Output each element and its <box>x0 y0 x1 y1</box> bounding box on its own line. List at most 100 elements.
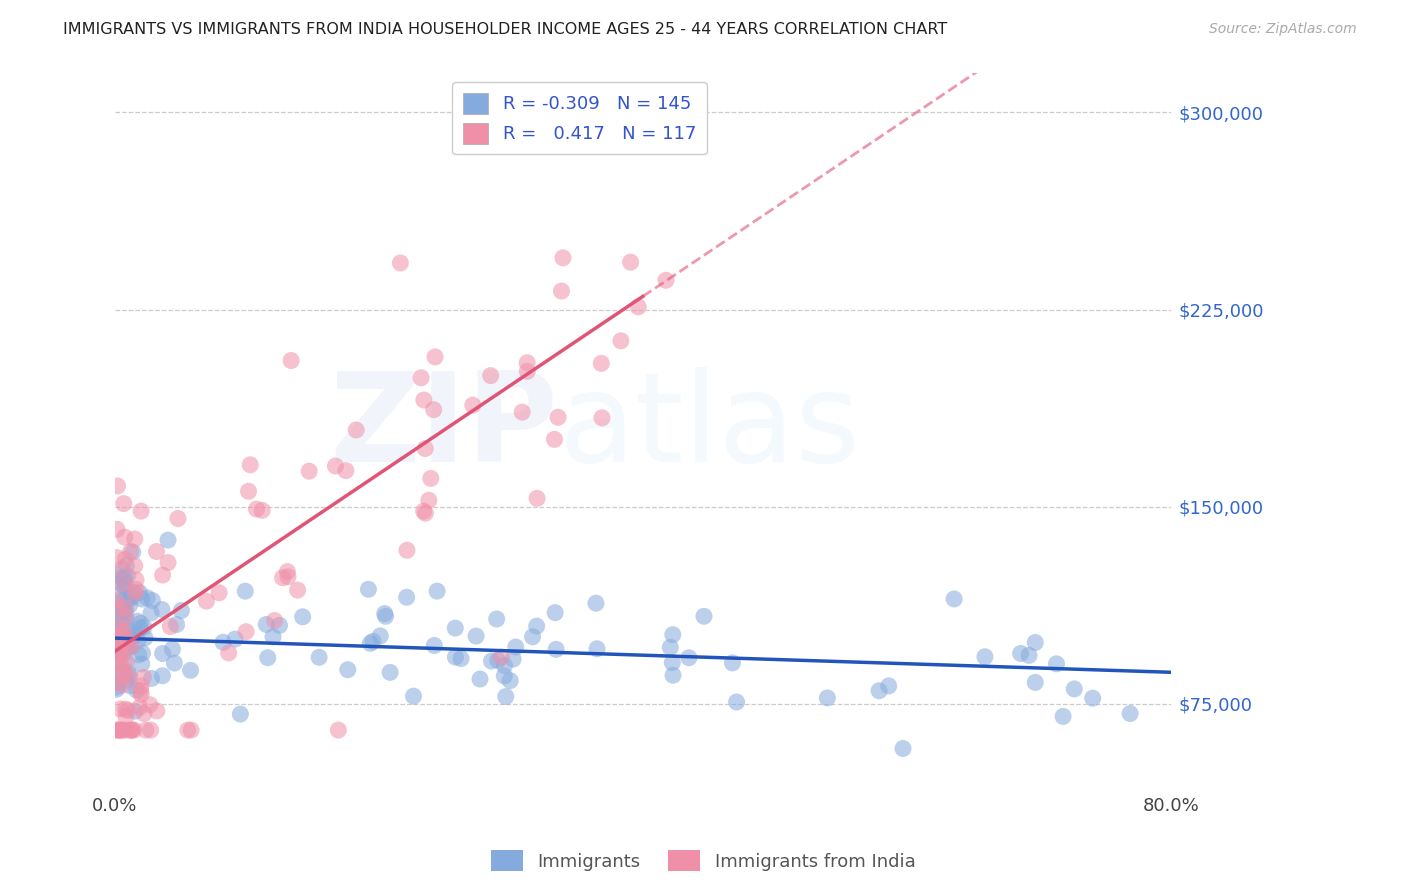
Point <box>105 682 128 697</box>
Point <box>389 256 412 270</box>
Point <box>655 273 678 287</box>
Point <box>256 650 278 665</box>
Point <box>157 556 180 570</box>
Point <box>125 582 148 597</box>
Point <box>141 593 163 607</box>
Point <box>486 653 509 667</box>
Point <box>150 602 173 616</box>
Point <box>659 640 682 655</box>
Point <box>344 423 367 437</box>
Point <box>134 631 156 645</box>
Point <box>117 627 139 641</box>
Point <box>108 654 131 668</box>
Text: Source: ZipAtlas.com: Source: ZipAtlas.com <box>1209 22 1357 37</box>
Point <box>336 663 359 677</box>
Point <box>287 583 309 598</box>
Point <box>298 464 321 478</box>
Point <box>112 580 135 594</box>
Point <box>115 633 138 648</box>
Point <box>122 585 145 599</box>
Point <box>135 723 157 737</box>
Point <box>415 506 437 520</box>
Point <box>361 634 384 648</box>
Point <box>547 410 569 425</box>
Point <box>359 636 381 650</box>
Point <box>308 650 330 665</box>
Point <box>111 678 134 692</box>
Point <box>120 544 142 558</box>
Point <box>693 609 716 624</box>
Point <box>117 630 139 644</box>
Point <box>239 458 262 472</box>
Point <box>368 629 391 643</box>
Point <box>112 647 135 661</box>
Point <box>516 364 538 378</box>
Point <box>114 600 136 615</box>
Point <box>725 695 748 709</box>
Point <box>125 627 148 641</box>
Point <box>235 624 257 639</box>
Point <box>108 666 131 681</box>
Point <box>152 669 174 683</box>
Point <box>105 567 128 582</box>
Point <box>131 592 153 607</box>
Point <box>721 656 744 670</box>
Point <box>112 497 135 511</box>
Point <box>108 645 131 659</box>
Point <box>139 723 162 737</box>
Point <box>159 619 181 633</box>
Point <box>105 675 128 690</box>
Point <box>505 640 527 654</box>
Point <box>551 251 574 265</box>
Point <box>444 650 467 665</box>
Point <box>544 606 567 620</box>
Point <box>661 656 683 670</box>
Point <box>1010 647 1032 661</box>
Point <box>117 624 139 638</box>
Point <box>1018 648 1040 663</box>
Point <box>129 679 152 693</box>
Point <box>110 665 132 679</box>
Point <box>585 596 607 610</box>
Point <box>162 642 184 657</box>
Point <box>124 586 146 600</box>
Point <box>131 646 153 660</box>
Point <box>423 639 446 653</box>
Point <box>1045 657 1067 671</box>
Point <box>423 350 446 364</box>
Point <box>118 668 141 682</box>
Point <box>491 650 513 665</box>
Point <box>254 617 277 632</box>
Point <box>114 702 136 716</box>
Point <box>111 630 134 644</box>
Point <box>516 356 538 370</box>
Point <box>111 604 134 618</box>
Point <box>129 687 152 701</box>
Point <box>510 405 533 419</box>
Point <box>111 631 134 645</box>
Point <box>114 552 136 566</box>
Point <box>335 464 357 478</box>
Point <box>112 723 135 737</box>
Point <box>550 284 572 298</box>
Point <box>128 648 150 662</box>
Point <box>114 613 136 627</box>
Point <box>395 591 418 605</box>
Point <box>208 586 231 600</box>
Point <box>120 639 142 653</box>
Point <box>815 690 838 705</box>
Point <box>107 620 129 634</box>
Legend: R = -0.309   N = 145, R =   0.417   N = 117: R = -0.309 N = 145, R = 0.417 N = 117 <box>453 82 707 154</box>
Point <box>494 658 516 673</box>
Point <box>125 573 148 587</box>
Point <box>395 543 418 558</box>
Point <box>108 647 131 661</box>
Point <box>127 614 149 628</box>
Point <box>105 550 128 565</box>
Point <box>124 704 146 718</box>
Point <box>107 675 129 690</box>
Point <box>121 723 143 737</box>
Point <box>277 570 299 584</box>
Point <box>1052 709 1074 723</box>
Point <box>619 255 641 269</box>
